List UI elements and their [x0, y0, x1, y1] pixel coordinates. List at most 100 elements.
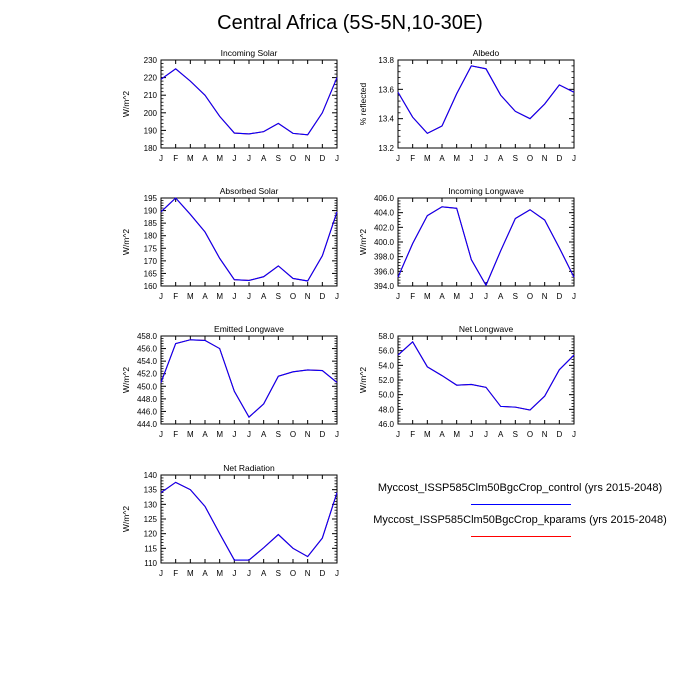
y-tick-label: 50.0: [378, 391, 394, 400]
x-tick-label: J: [484, 292, 488, 301]
y-tick-label: 452.0: [137, 370, 158, 379]
y-tick-label: 140: [144, 471, 158, 480]
y-tick-label: 46.0: [378, 420, 394, 429]
series-line-1: [160, 68, 338, 136]
legend-line-kparams: [471, 536, 571, 537]
x-tick-label: M: [216, 292, 223, 301]
x-tick-label: J: [335, 430, 339, 439]
plot-frame: [160, 335, 338, 425]
x-tick-label: M: [424, 154, 431, 163]
series-line-1: [397, 65, 575, 135]
x-tick-label: N: [542, 292, 548, 301]
y-tick-label: 13.8: [378, 56, 394, 65]
series-line-1: [160, 339, 338, 418]
x-tick-label: J: [247, 569, 251, 578]
y-tick-label: 454.0: [137, 357, 158, 366]
x-tick-label: N: [305, 569, 311, 578]
y-tick-label: 396.0: [374, 267, 395, 276]
x-tick-label: D: [556, 430, 562, 439]
x-tick-label: J: [469, 292, 473, 301]
series-line-0: [160, 481, 338, 561]
y-tick-label: 54.0: [378, 361, 394, 370]
x-tick-label: M: [424, 430, 431, 439]
panel-title: Absorbed Solar: [220, 186, 279, 196]
plot-frame: [397, 59, 575, 149]
y-tick-label: 195: [144, 194, 158, 203]
x-tick-label: M: [187, 430, 194, 439]
y-axis-label: W/m^2: [121, 91, 131, 117]
x-tick-label: N: [305, 154, 311, 163]
y-tick-label: 58.0: [378, 332, 394, 341]
x-tick-label: A: [498, 430, 504, 439]
series-line-0: [397, 341, 575, 411]
y-tick-label: 456.0: [137, 345, 158, 354]
x-tick-label: O: [290, 292, 296, 301]
x-tick-label: J: [572, 292, 576, 301]
x-tick-label: S: [513, 154, 518, 163]
y-tick-label: 190: [144, 207, 158, 216]
series-line-0: [397, 206, 575, 287]
x-tick-label: F: [173, 569, 178, 578]
x-tick-label: J: [396, 154, 400, 163]
x-tick-label: A: [498, 292, 504, 301]
x-tick-label: J: [247, 430, 251, 439]
x-tick-label: S: [276, 569, 281, 578]
x-tick-label: J: [232, 430, 236, 439]
x-tick-label: D: [319, 292, 325, 301]
x-tick-label: O: [290, 430, 296, 439]
y-tick-label: 404.0: [374, 209, 395, 218]
x-tick-label: N: [542, 430, 548, 439]
legend-label-control: Myccost_ISSP585Clm50BgcCrop_control (yrs…: [377, 482, 663, 494]
x-tick-label: M: [216, 430, 223, 439]
y-tick-label: 398.0: [374, 253, 395, 262]
x-tick-label: N: [305, 292, 311, 301]
x-tick-label: J: [335, 292, 339, 301]
panel-title: Net Longwave: [459, 324, 514, 334]
y-tick-label: 444.0: [137, 420, 158, 429]
y-tick-label: 406.0: [374, 194, 395, 203]
x-tick-label: A: [202, 154, 208, 163]
y-tick-label: 402.0: [374, 223, 395, 232]
legend-label-kparams: Myccost_ISSP585Clm50BgcCrop_kparams (yrs…: [373, 514, 667, 526]
y-tick-label: 400.0: [374, 238, 395, 247]
y-axis-label: W/m^2: [358, 229, 368, 255]
y-axis-label: W/m^2: [121, 506, 131, 532]
x-tick-label: J: [484, 154, 488, 163]
y-tick-label: 180: [144, 232, 158, 241]
y-tick-label: 160: [144, 282, 158, 291]
panel-title: Albedo: [473, 48, 500, 58]
x-tick-label: J: [159, 569, 163, 578]
x-tick-label: O: [527, 430, 533, 439]
y-tick-label: 458.0: [137, 332, 158, 341]
x-tick-label: J: [469, 430, 473, 439]
x-tick-label: A: [261, 292, 267, 301]
y-tick-label: 200: [144, 109, 158, 118]
y-tick-label: 13.6: [378, 85, 394, 94]
y-tick-label: 120: [144, 530, 158, 539]
x-tick-label: M: [453, 430, 460, 439]
x-tick-label: A: [261, 569, 267, 578]
y-tick-label: 130: [144, 500, 158, 509]
x-tick-label: M: [187, 292, 194, 301]
x-tick-label: A: [439, 430, 445, 439]
x-tick-label: F: [410, 430, 415, 439]
y-tick-label: 220: [144, 74, 158, 83]
y-tick-label: 13.2: [378, 144, 394, 153]
x-tick-label: S: [276, 154, 281, 163]
y-tick-label: 170: [144, 257, 158, 266]
x-tick-label: J: [396, 430, 400, 439]
plot-frame: [160, 59, 338, 149]
x-tick-label: A: [202, 430, 208, 439]
x-tick-label: O: [527, 292, 533, 301]
series-line-1: [160, 481, 338, 561]
x-tick-label: J: [335, 154, 339, 163]
x-tick-label: M: [216, 154, 223, 163]
y-axis-label: W/m^2: [121, 229, 131, 255]
x-tick-label: J: [159, 292, 163, 301]
y-tick-label: 446.0: [137, 407, 158, 416]
x-tick-label: J: [396, 292, 400, 301]
